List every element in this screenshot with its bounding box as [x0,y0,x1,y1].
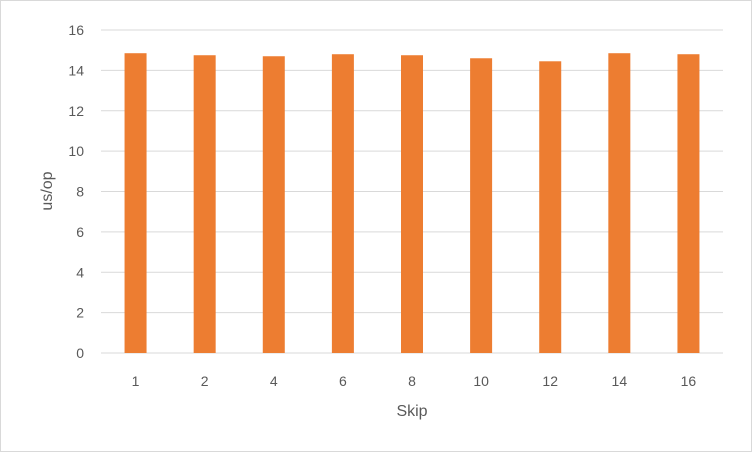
x-tick-label: 16 [681,373,697,389]
bar-16 [677,54,700,353]
x-tick-label: 1 [132,373,140,389]
y-axis-title: us/op [39,171,56,210]
x-tick-label: 12 [542,373,558,389]
y-tick-label: 14 [68,62,84,78]
y-tick-label: 0 [76,345,84,361]
bars [124,53,700,354]
bar-4 [262,56,285,354]
y-tick-labels: 0 2 4 6 8 10 12 14 16 [68,22,84,361]
x-tick-label: 8 [408,373,416,389]
x-tick-labels: 1 2 4 6 8 10 12 14 16 [132,373,697,389]
y-tick-label: 8 [76,184,84,200]
x-axis-title: Skip [396,403,427,420]
y-tick-label: 10 [68,143,84,159]
y-tick-label: 16 [68,22,84,38]
x-tick-label: 10 [473,373,489,389]
bar-2 [193,55,216,353]
bar-1 [124,53,147,353]
x-tick-label: 14 [612,373,628,389]
y-tick-label: 2 [76,305,84,321]
x-tick-label: 6 [339,373,347,389]
bar-10 [470,58,493,353]
y-tick-label: 4 [76,264,84,280]
y-tick-label: 6 [76,224,84,240]
bar-6 [331,54,354,353]
x-tick-label: 2 [201,373,209,389]
bar-8 [401,55,423,353]
bar-12 [539,61,562,354]
x-tick-label: 4 [270,373,278,389]
bar-14 [608,53,631,353]
y-tick-label: 12 [68,103,84,119]
